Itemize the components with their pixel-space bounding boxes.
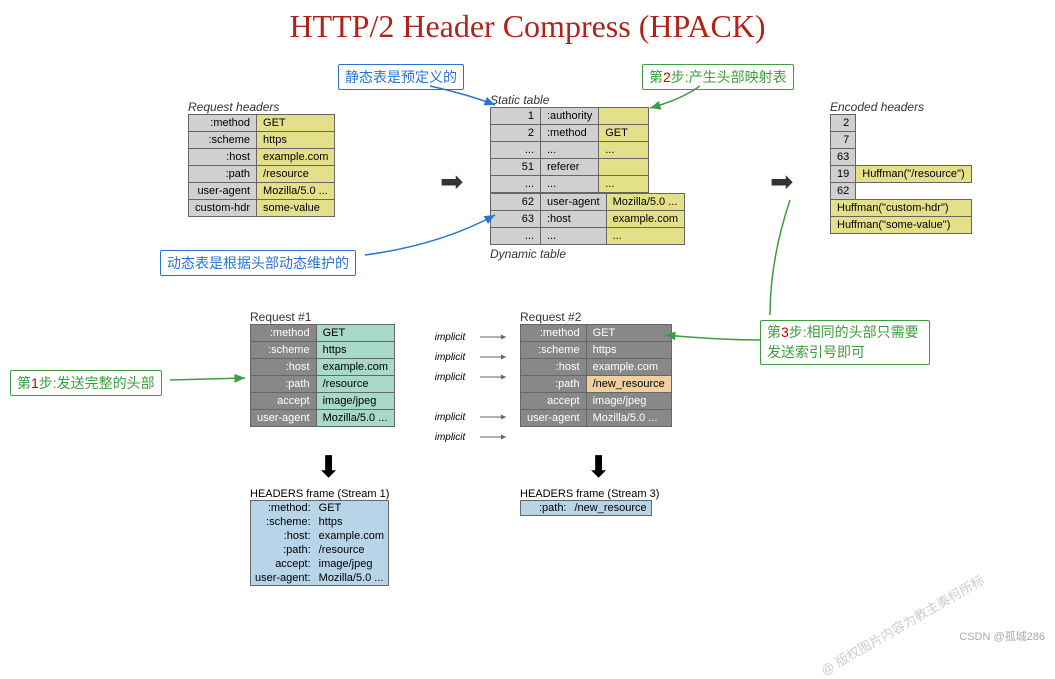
arrow-down-icon: ⬇ <box>316 450 341 485</box>
encoded-headers-title: Encoded headers <box>830 100 972 114</box>
dynamic-table-title: Dynamic table <box>490 247 685 261</box>
req-headers-title: Request headers <box>188 100 335 114</box>
arrow-icon: ➡ <box>440 165 463 198</box>
req-headers-table: :methodGET:schemehttps:hostexample.com:p… <box>188 114 335 217</box>
frame3-table: :path:/new_resource <box>520 500 652 516</box>
request1-title: Request #1 <box>250 310 395 324</box>
callout-step3: 第3步:相同的头部只需要发送索引号即可 <box>760 320 930 365</box>
dynamic-table: 62user-agentMozilla/5.0 ...63:hostexampl… <box>490 193 685 245</box>
request2-title: Request #2 <box>520 310 672 324</box>
static-table-title: Static table <box>490 93 685 107</box>
implicit-arrows: implicitimplicitimplicitimplicitimplicit <box>420 327 510 447</box>
csdn-credit: CSDN @孤城286 <box>959 628 1045 644</box>
callout-dynamic: 动态表是根据头部动态维护的 <box>160 250 356 276</box>
arrow-icon: ➡ <box>770 165 793 198</box>
request2-table: :methodGET:schemehttps:hostexample.com:p… <box>520 324 672 427</box>
frame1-title: HEADERS frame (Stream 1) <box>250 488 389 500</box>
encoded-headers-table: 276319Huffman("/resource")62Huffman("cus… <box>830 114 972 234</box>
frame3-title: HEADERS frame (Stream 3) <box>520 488 659 500</box>
page-title: HTTP/2 Header Compress (HPACK) <box>0 8 1055 45</box>
callout-step2: 第2步:产生头部映射表 <box>642 64 794 90</box>
arrow-down-icon: ⬇ <box>586 450 611 485</box>
static-table: 1:authority2:methodGET.........51referer… <box>490 107 649 193</box>
request1-table: :methodGET:schemehttps:hostexample.com:p… <box>250 324 395 427</box>
watermark: @ 版权图片内容为教主奏柯所标 <box>817 570 987 679</box>
callout-static: 静态表是预定义的 <box>338 64 464 90</box>
callout-step1: 第1步:发送完整的头部 <box>10 370 162 396</box>
frame1-table: :method:GET:scheme:https:host:example.co… <box>250 500 389 586</box>
